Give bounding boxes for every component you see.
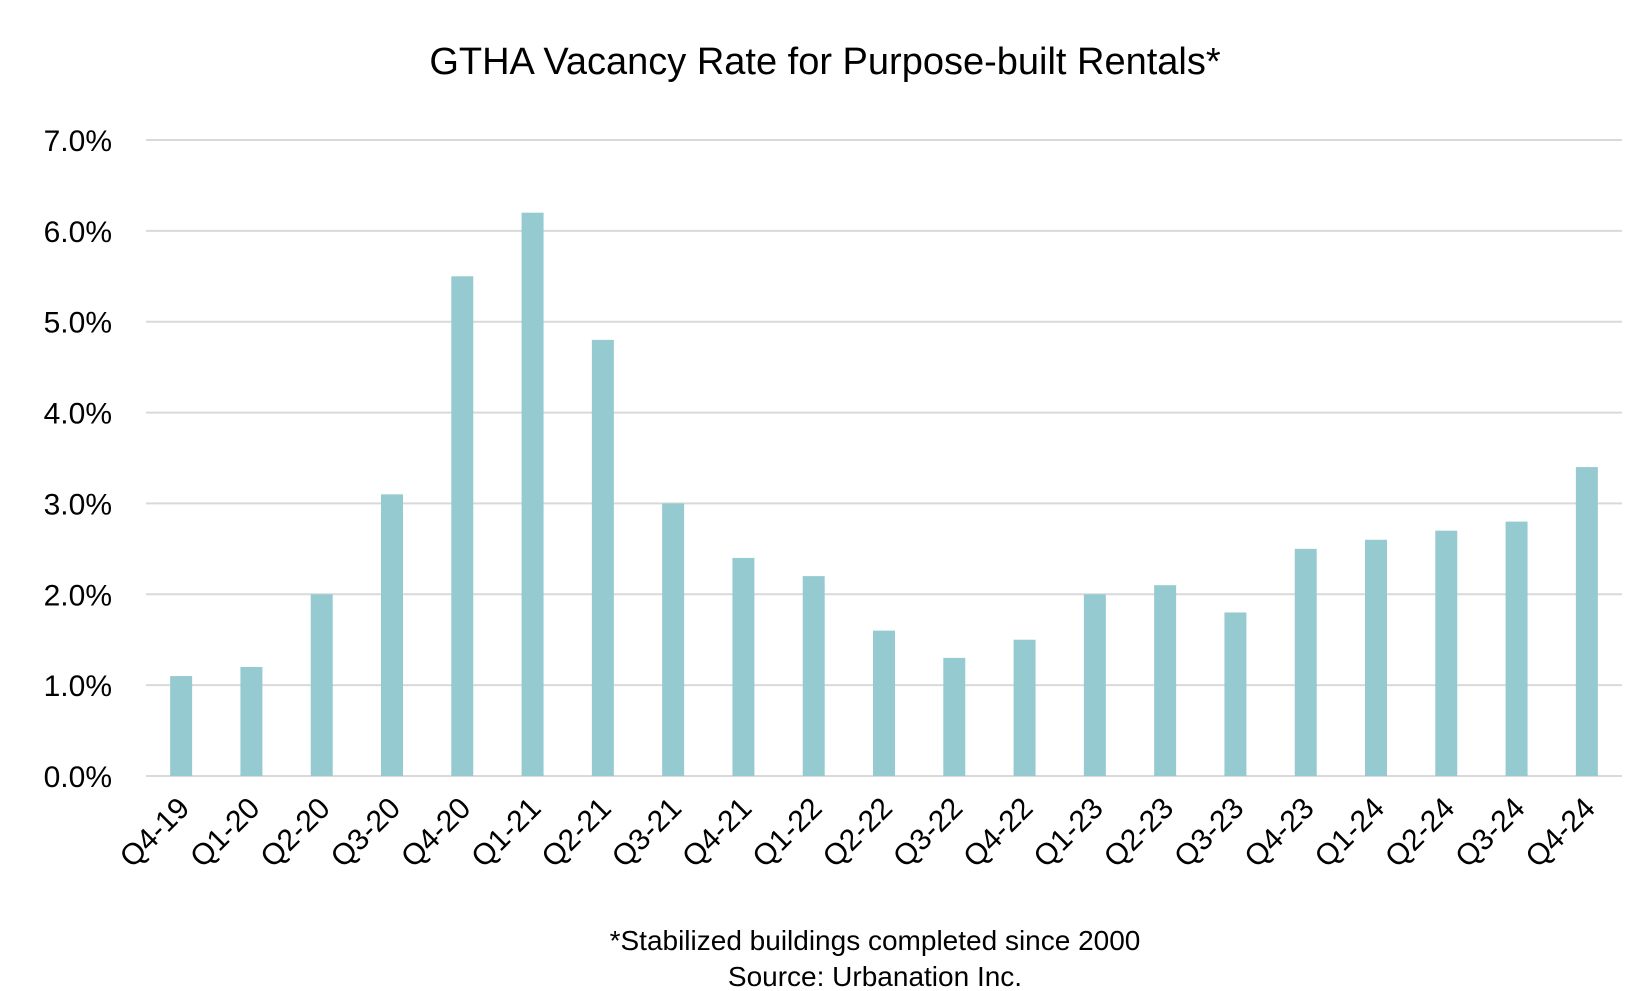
footnote: *Stabilized buildings completed since 20…	[610, 925, 1141, 956]
x-tick-label: Q1-23	[1028, 792, 1110, 874]
y-tick-label: 2.0%	[44, 579, 112, 612]
y-axis-tick-labels: 0.0% 1.0% 2.0% 3.0% 4.0% 5.0% 6.0% 7.0%	[44, 125, 112, 794]
x-tick-label: Q4-19	[114, 792, 196, 874]
x-tick-label: Q3-23	[1168, 792, 1250, 874]
x-tick-label: Q4-24	[1520, 792, 1602, 874]
bar-q1-20	[240, 666, 263, 776]
bar-q3-21	[662, 503, 685, 776]
x-tick-label: Q4-23	[1238, 792, 1320, 874]
x-tick-label: Q4-20	[395, 792, 477, 874]
x-axis-tick-labels: Q4-19Q1-20Q2-20Q3-20Q4-20Q1-21Q2-21Q3-21…	[114, 792, 1602, 874]
bar-q1-21	[521, 212, 544, 776]
bar-q1-22	[802, 576, 825, 776]
y-tick-label: 3.0%	[44, 488, 112, 521]
bar-q2-24	[1435, 530, 1458, 776]
y-tick-label: 7.0%	[44, 125, 112, 158]
x-tick-label: Q4-21	[676, 792, 758, 874]
x-tick-label: Q1-20	[184, 792, 266, 874]
y-tick-label: 4.0%	[44, 398, 112, 431]
bar-q3-23	[1224, 612, 1247, 776]
x-tick-label: Q3-21	[606, 792, 688, 874]
bar-q1-23	[1083, 594, 1106, 776]
bar-q2-20	[310, 594, 333, 776]
bar-q4-23	[1294, 548, 1317, 776]
bar-q2-22	[873, 630, 895, 776]
x-tick-label: Q1-24	[1309, 792, 1391, 874]
bar-q4-19	[170, 676, 193, 776]
x-tick-label: Q2-20	[254, 792, 336, 874]
y-tick-label: 6.0%	[44, 216, 112, 249]
x-tick-label: Q3-20	[325, 792, 407, 874]
bar-q2-23	[1154, 585, 1177, 776]
y-tick-label: 5.0%	[44, 307, 112, 340]
chart-title: GTHA Vacancy Rate for Purpose-built Rent…	[429, 41, 1221, 83]
x-tick-label: Q1-21	[465, 792, 547, 874]
bar-q4-21	[732, 557, 755, 776]
x-tick-label: Q2-23	[1098, 792, 1180, 874]
bars	[170, 212, 1598, 776]
x-tick-label: Q2-24	[1379, 792, 1461, 874]
bar-q4-20	[451, 276, 474, 776]
x-tick-label: Q1-22	[746, 792, 828, 874]
bar-q3-24	[1505, 521, 1528, 776]
x-tick-label: Q4-22	[957, 792, 1039, 874]
source-note: Source: Urbanation Inc.	[728, 961, 1022, 991]
bar-q3-20	[381, 494, 403, 776]
bar-q4-22	[1013, 639, 1036, 776]
x-tick-label: Q3-22	[887, 792, 969, 874]
y-tick-label: 1.0%	[44, 670, 112, 703]
y-tick-label: 0.0%	[44, 761, 112, 794]
x-tick-label: Q3-24	[1449, 792, 1531, 874]
x-tick-label: Q2-21	[536, 792, 618, 874]
bar-q4-24	[1575, 467, 1598, 776]
bar-q1-24	[1365, 539, 1387, 776]
bar-q2-21	[591, 339, 614, 776]
x-tick-label: Q2-22	[817, 792, 899, 874]
bar-q3-22	[943, 657, 966, 776]
